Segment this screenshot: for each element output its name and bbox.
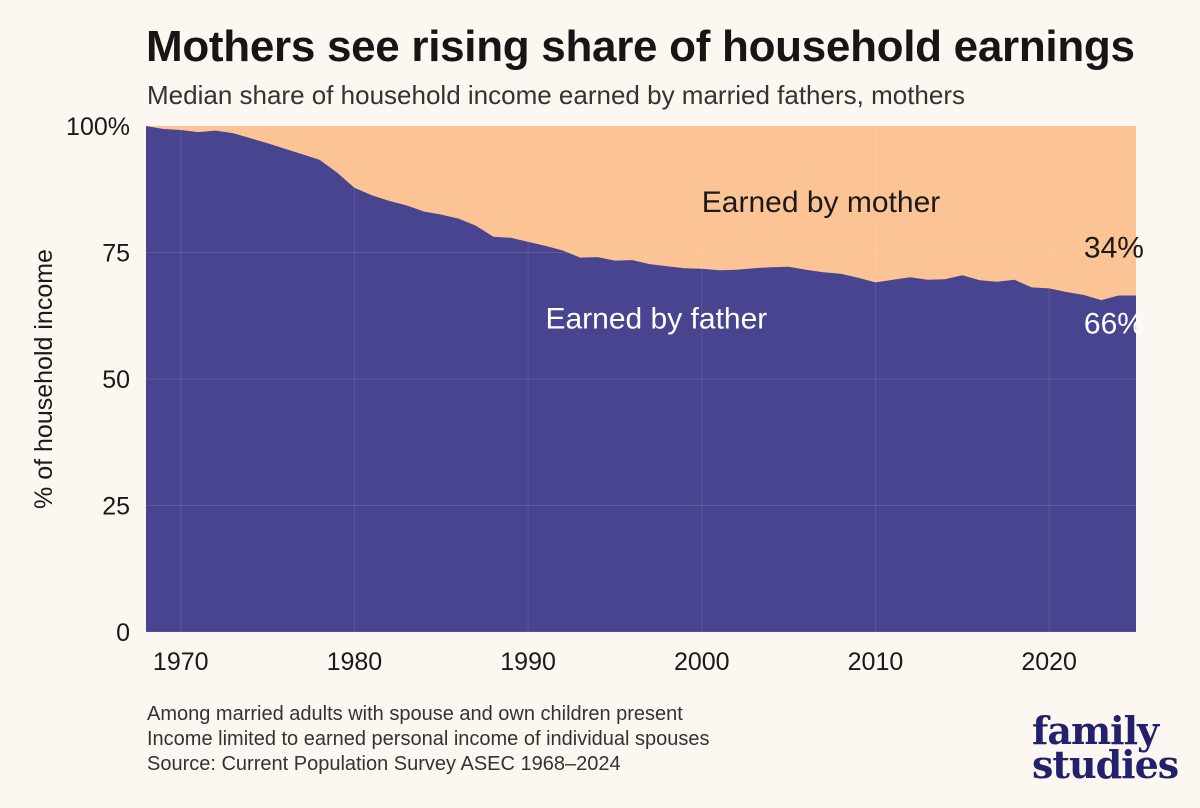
footnote-line: Among married adults with spouse and own… [147, 703, 683, 725]
footnote-line: Income limited to earned personal income… [147, 728, 710, 750]
annotations: Earned by mother Earned by father 34% 66% [545, 186, 1143, 340]
x-tick-label: 1970 [153, 648, 209, 676]
y-tick-label: 50 [102, 366, 130, 394]
family-studies-logo: family studies [1032, 708, 1179, 787]
x-tick-label: 2020 [1021, 648, 1077, 676]
source-note: Source: Current Population Survey ASEC 1… [147, 753, 621, 775]
father-share-value: 66% [1084, 307, 1144, 340]
y-tick-label: 100% [66, 113, 130, 141]
mother-share-value: 34% [1084, 232, 1144, 265]
father-share-area [146, 126, 1136, 632]
logo-line: studies [1032, 742, 1179, 787]
chart-subtitle: Median share of household income earned … [147, 80, 965, 110]
y-axis: 0 25 50 75 100% [66, 113, 130, 647]
y-axis-title: % of household income [30, 249, 58, 509]
mother-label: Earned by mother [702, 186, 940, 219]
footnotes: Among married adults with spouse and own… [147, 702, 710, 777]
x-tick-label: 1990 [500, 648, 556, 676]
y-tick-label: 75 [102, 240, 130, 268]
y-tick-label: 0 [116, 619, 130, 647]
logo-line: family [1032, 708, 1159, 753]
x-tick-label: 1980 [327, 648, 383, 676]
x-axis: 1970 1980 1990 2000 2010 2020 [153, 648, 1077, 676]
y-tick-label: 25 [102, 493, 130, 521]
x-tick-label: 2000 [674, 648, 730, 676]
gridlines [146, 125, 1136, 633]
father-label: Earned by father [545, 302, 767, 335]
x-tick-label: 2010 [848, 648, 904, 676]
chart-title: Mothers see rising share of household ea… [146, 22, 1135, 71]
